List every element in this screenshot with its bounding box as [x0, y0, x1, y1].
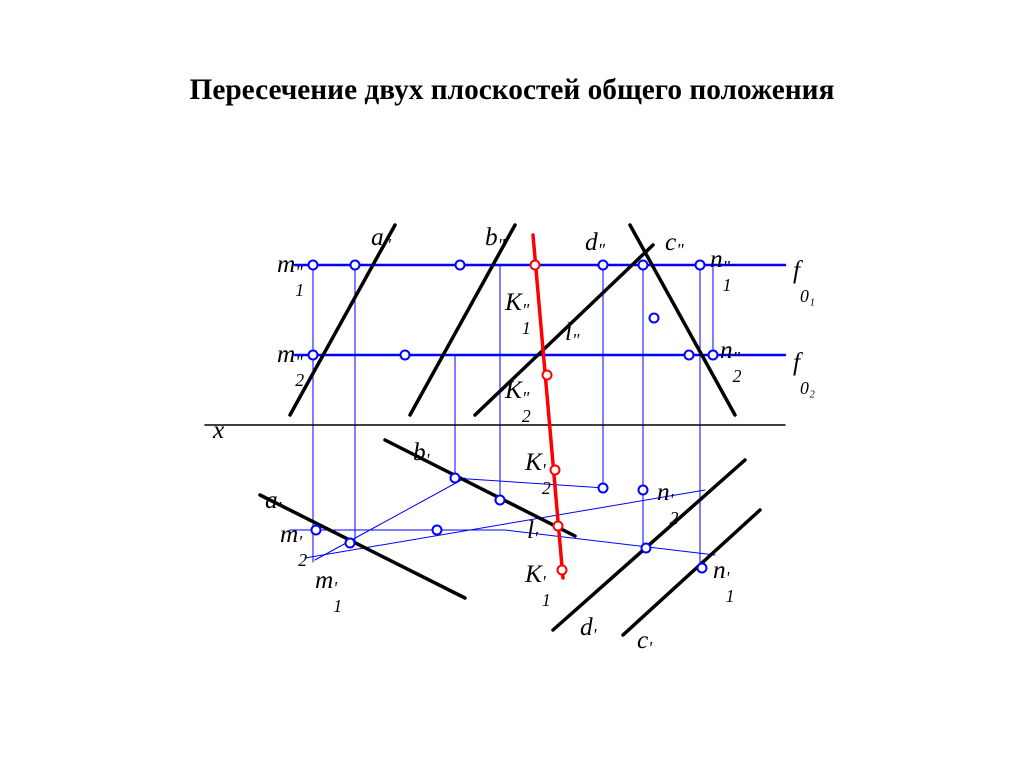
point-20	[346, 539, 355, 548]
label-7: l"	[565, 320, 587, 345]
point-9	[543, 371, 552, 380]
label-12: K'2	[525, 450, 557, 475]
point-6	[696, 261, 705, 270]
label-11: b'	[413, 440, 441, 465]
point-23	[698, 564, 707, 573]
label-18: m'1	[315, 568, 348, 593]
label-15: l'	[527, 518, 549, 543]
label-20: d'	[580, 615, 608, 640]
label-2: b"	[485, 225, 513, 250]
point-18	[554, 522, 563, 531]
intersection-diagram: x f0₁ f0₂ m"1 a" b" d" c" n"1 K"1 l" m"2 n"2 K"2 b' K'2…	[205, 200, 835, 650]
label-14: n'2	[657, 480, 685, 505]
label-1: a"	[371, 225, 399, 250]
label-8: m"2	[277, 342, 310, 367]
label-0: m"1	[277, 252, 310, 277]
label-21: c'	[637, 628, 663, 653]
label-f0: f0₁	[793, 258, 815, 283]
label-f1: f0₂	[793, 350, 815, 375]
point-8	[401, 351, 410, 360]
point-21	[451, 474, 460, 483]
point-16	[433, 526, 442, 535]
point-11	[709, 351, 718, 360]
point-19	[558, 566, 567, 575]
label-9: n"2	[720, 338, 748, 363]
point-3	[531, 261, 540, 270]
point-5	[639, 261, 648, 270]
label-4: c"	[665, 230, 691, 255]
plane-edge-3	[475, 245, 653, 415]
page-title: Пересечение двух плоскостей общего полож…	[0, 74, 1024, 107]
construction-line-12	[315, 478, 465, 560]
label-16: m'2	[280, 522, 313, 547]
point-2	[456, 261, 465, 270]
label-5: n"1	[710, 247, 738, 272]
label-3: d"	[585, 230, 613, 255]
point-13	[599, 484, 608, 493]
point-10	[685, 351, 694, 360]
point-24	[650, 314, 659, 323]
point-17	[496, 496, 505, 505]
label-6: K"1	[505, 290, 537, 315]
point-14	[639, 486, 648, 495]
label-19: n'1	[713, 558, 741, 583]
label-x: x	[213, 418, 224, 443]
point-4	[599, 261, 608, 270]
label-17: K'1	[525, 562, 557, 587]
point-1	[351, 261, 360, 270]
label-10: K"2	[505, 378, 537, 403]
label-13: a'	[265, 488, 293, 513]
point-22	[642, 544, 651, 553]
